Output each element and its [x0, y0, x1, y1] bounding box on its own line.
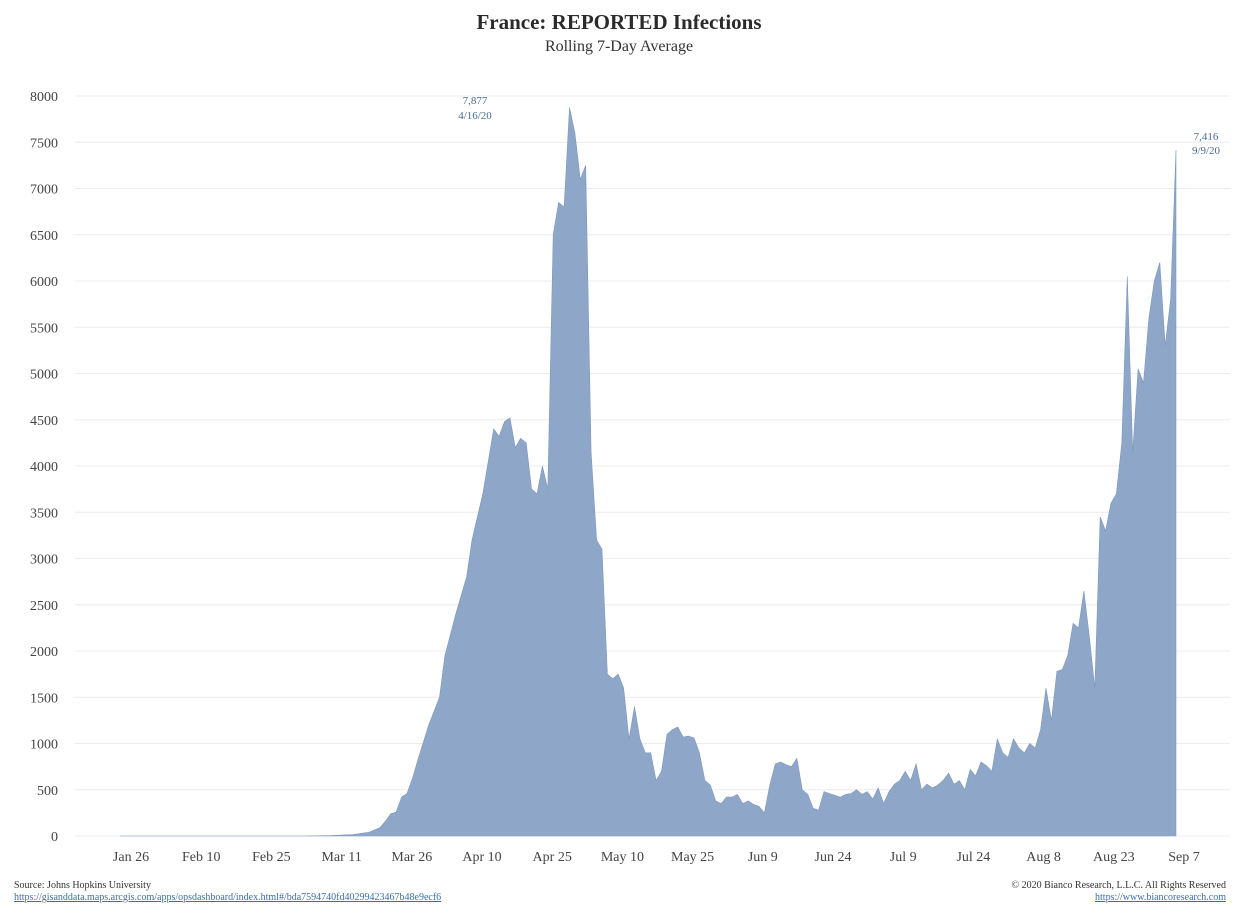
y-tick-label: 2000 [30, 645, 58, 660]
y-tick-label: 2500 [30, 599, 58, 614]
source-link[interactable]: https://gisanddata.maps.arcgis.com/apps/… [14, 892, 442, 903]
x-tick-label: Sep 7 [1168, 850, 1200, 865]
x-tick-label: May 10 [601, 850, 644, 865]
y-tick-label: 3500 [30, 506, 58, 521]
y-axis-ticks: 0 500 1000 1500 2000 2500 3000 3500 4000 4500 5000… [30, 90, 58, 845]
x-tick-label: Feb 10 [182, 850, 221, 865]
x-axis-ticks: Jan 26 Feb 10 Feb 25 Mar 11 Mar 26 Apr 10 Apr … [113, 850, 1200, 865]
x-tick-label: Feb 25 [252, 850, 291, 865]
x-tick-label: Aug 8 [1026, 850, 1061, 865]
latest-annotation-date: 9/9/20 [1192, 145, 1221, 157]
x-tick-label: Apr 25 [533, 850, 572, 865]
y-tick-label: 6500 [30, 229, 58, 244]
x-tick-label: Apr 10 [462, 850, 501, 865]
peak-annotation-date: 4/16/20 [458, 110, 492, 122]
y-tick-label: 8000 [30, 90, 58, 105]
y-tick-label: 1000 [30, 738, 58, 753]
x-tick-label: Jan 26 [113, 850, 149, 865]
area-series [120, 107, 1177, 837]
x-tick-label: Mar 11 [321, 850, 361, 865]
source-note: Source: Johns Hopkins University https:/… [14, 880, 441, 904]
chart-title: France: REPORTED Infections [476, 10, 762, 34]
x-tick-label: Jul 24 [956, 850, 990, 865]
y-tick-label: 4500 [30, 414, 58, 429]
chart-subtitle: Rolling 7-Day Average [544, 38, 694, 55]
website-link[interactable]: https://www.biancoresearch.com [1095, 892, 1226, 903]
y-tick-label: 500 [37, 784, 58, 799]
x-tick-label: Jun 9 [748, 850, 778, 865]
source-label: Source: Johns Hopkins University [14, 880, 151, 891]
latest-annotation-value: 7,416 [1194, 131, 1219, 143]
area-fill [120, 107, 1177, 837]
y-tick-label: 4000 [30, 460, 58, 475]
y-tick-label: 7500 [30, 136, 58, 151]
x-tick-label: Aug 23 [1093, 850, 1135, 865]
x-tick-label: Jun 24 [815, 850, 852, 865]
y-tick-label: 3000 [30, 553, 58, 568]
y-tick-label: 5500 [30, 321, 58, 336]
x-tick-label: Mar 26 [391, 850, 432, 865]
x-tick-label: Jul 9 [890, 850, 917, 865]
copyright-note: © 2020 Bianco Research, L.L.C. All Right… [1011, 880, 1226, 904]
peak-annotation-value: 7,877 [463, 95, 488, 107]
y-tick-label: 7000 [30, 183, 58, 198]
x-tick-label: May 25 [671, 850, 714, 865]
annotations: 7,877 4/16/20 7,416 9/9/20 [458, 95, 1220, 157]
y-tick-label: 0 [51, 830, 58, 845]
y-tick-label: 6000 [30, 275, 58, 290]
y-tick-label: 1500 [30, 691, 58, 706]
copyright-text: © 2020 Bianco Research, L.L.C. All Right… [1011, 880, 1226, 891]
y-tick-label: 5000 [30, 368, 58, 383]
